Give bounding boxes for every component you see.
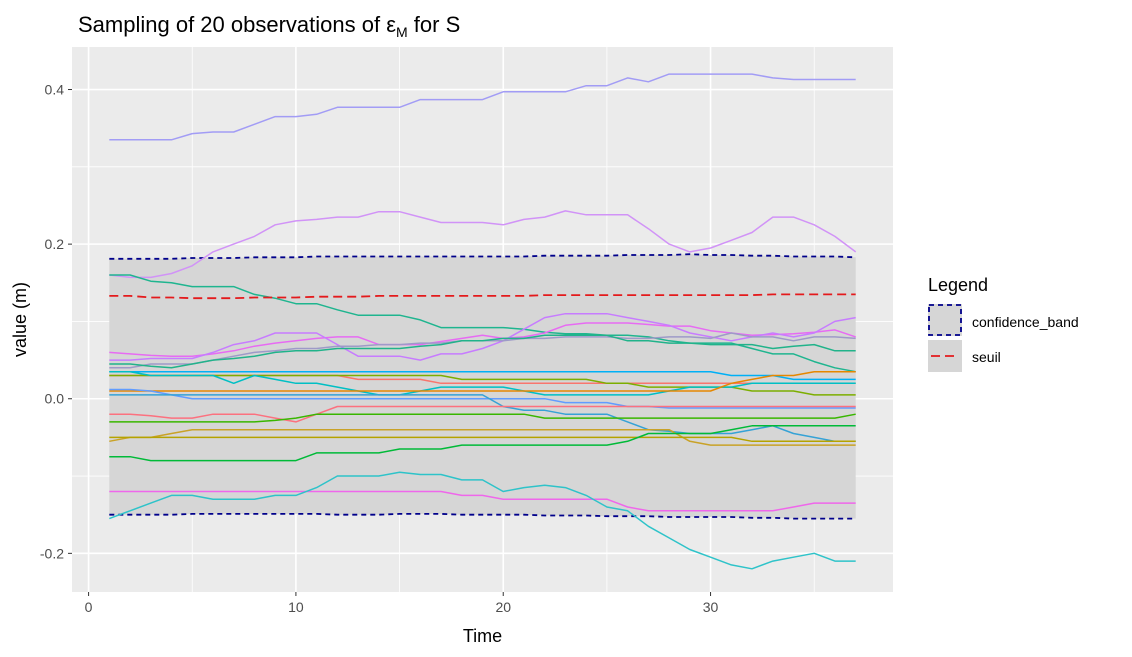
y-axis-title: value (m) bbox=[10, 282, 30, 357]
y-tick-label: 0.0 bbox=[45, 391, 65, 407]
chart-title-text: Sampling of 20 observations of εM for S bbox=[78, 12, 460, 40]
title-symbol: ε bbox=[386, 12, 396, 37]
series-line-16 bbox=[109, 413, 856, 423]
series-line-1 bbox=[109, 73, 856, 141]
series-line-15 bbox=[109, 405, 856, 423]
x-tick-label: 30 bbox=[703, 599, 719, 615]
series-line-11 bbox=[109, 370, 856, 396]
x-axis-title: Time bbox=[463, 626, 502, 646]
title-middle: for bbox=[408, 12, 446, 37]
series-line-17 bbox=[109, 428, 856, 446]
series-line-18 bbox=[109, 436, 856, 443]
legend-key-confidence-band-bg bbox=[928, 304, 962, 336]
seuil-line bbox=[109, 293, 856, 300]
series-line-7 bbox=[109, 334, 856, 369]
series-lines bbox=[109, 73, 857, 570]
title-prefix: Sampling of 20 observations of bbox=[78, 12, 386, 37]
series-line-14 bbox=[109, 394, 856, 443]
seuil-line-group bbox=[109, 293, 856, 300]
title-suffix: S bbox=[446, 12, 461, 37]
series-line-3 bbox=[109, 274, 856, 373]
series-line-20 bbox=[109, 490, 856, 512]
confidence-band-upper-line bbox=[109, 253, 856, 260]
legend-label-seuil: seuil bbox=[972, 349, 1001, 365]
legend-key-confidence-band bbox=[928, 304, 962, 336]
title-subscript: M bbox=[396, 24, 408, 40]
series-line-13 bbox=[109, 388, 856, 409]
legend-title: Legend bbox=[928, 275, 988, 295]
series-line-5 bbox=[109, 312, 856, 361]
series-line-21 bbox=[109, 471, 856, 570]
x-tick-label: 20 bbox=[495, 599, 511, 615]
y-tick-label: -0.2 bbox=[40, 545, 64, 561]
confidence-band-lower-line bbox=[109, 513, 856, 520]
x-tick-label: 0 bbox=[85, 599, 93, 615]
series-line-19 bbox=[109, 425, 856, 462]
y-tick-label: 0.2 bbox=[45, 236, 65, 252]
y-tick-label: 0.4 bbox=[45, 82, 65, 98]
chart-title: Sampling of 20 observations of εM for S bbox=[78, 12, 460, 40]
legend-label-confidence-band: confidence_band bbox=[972, 314, 1079, 330]
series-line-12 bbox=[109, 370, 856, 392]
x-tick-label: 10 bbox=[288, 599, 304, 615]
series-line-2 bbox=[109, 210, 857, 279]
series-line-8 bbox=[109, 370, 856, 381]
axes: 0 10 20 30 -0.2 0.0 0.2 0.4 bbox=[40, 82, 719, 615]
